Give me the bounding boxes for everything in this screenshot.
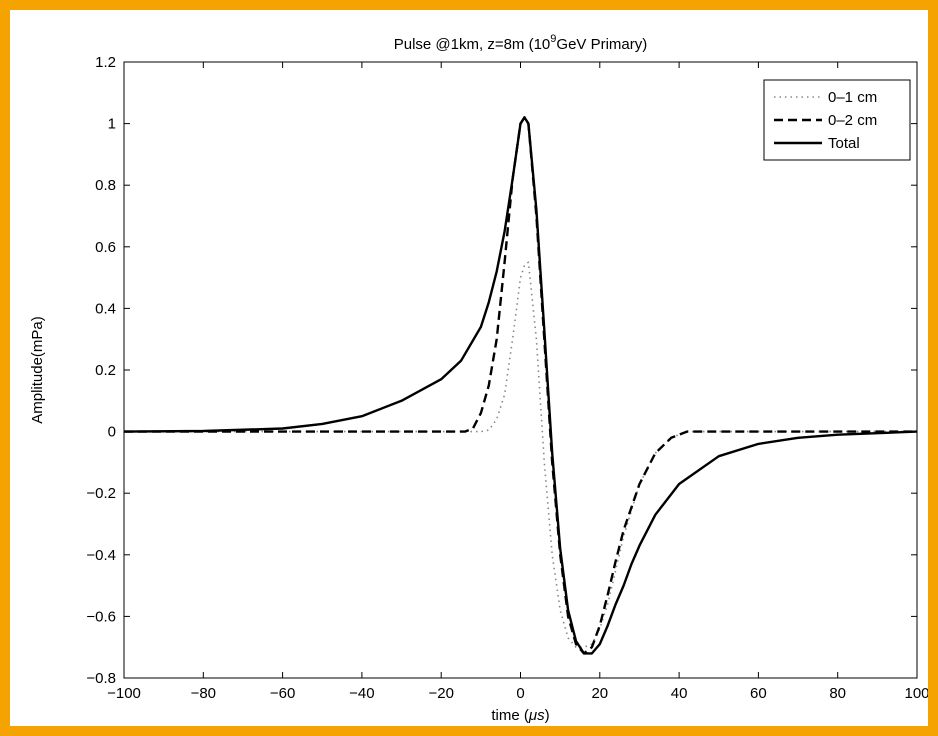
y-tick-label: 0.4 bbox=[95, 300, 116, 317]
series-line-solid bbox=[123, 116, 918, 655]
x-axis-title-unit: μs bbox=[528, 707, 545, 724]
x-tick-label: −40 bbox=[349, 685, 374, 702]
x-axis-title: time (μs) bbox=[491, 707, 549, 724]
x-tick-label: −100 bbox=[107, 685, 141, 702]
x-axis-title-suffix: ) bbox=[545, 707, 550, 724]
x-tick-label: 100 bbox=[904, 685, 928, 702]
plot-area bbox=[123, 61, 918, 679]
x-axis-title-prefix: time ( bbox=[491, 707, 529, 724]
y-tick-label: −0.2 bbox=[86, 485, 116, 502]
x-tick-label: −20 bbox=[428, 685, 453, 702]
y-tick-label: −0.8 bbox=[86, 670, 116, 687]
y-tick-label: 1.2 bbox=[95, 54, 116, 71]
x-tick-label: 80 bbox=[829, 685, 846, 702]
y-tick-label: −0.4 bbox=[86, 547, 116, 564]
y-tick-label: 0.6 bbox=[95, 239, 116, 256]
legend-label: Total bbox=[828, 135, 860, 152]
x-tick-label: −60 bbox=[270, 685, 295, 702]
legend-label: 0–2 cm bbox=[828, 112, 877, 129]
chart-title-suffix: GeV Primary) bbox=[556, 36, 647, 53]
x-tick-label: 60 bbox=[750, 685, 767, 702]
x-tick-label: 40 bbox=[671, 685, 688, 702]
y-tick-label: −0.6 bbox=[86, 608, 116, 625]
chart-title-superscript: 9 bbox=[550, 33, 556, 45]
y-tick-label: 0.2 bbox=[95, 362, 116, 379]
x-tick-label: 20 bbox=[591, 685, 608, 702]
chart-frame: −100 −80 −60 −40 −20 0 20 40 60 80 100 −0.8 −0.6 −0.4… bbox=[10, 10, 928, 726]
x-tick-label: 0 bbox=[516, 685, 524, 702]
chart-title: Pulse @1km, z=8m (109GeV Primary) bbox=[394, 33, 648, 53]
y-tick-label: 0 bbox=[108, 424, 116, 441]
line-chart: −100 −80 −60 −40 −20 0 20 40 60 80 100 −0.8 −0.6 −0.4… bbox=[29, 33, 928, 724]
chart-title-prefix: Pulse @1km, z=8m (10 bbox=[394, 36, 551, 53]
series-line-dotted bbox=[124, 261, 917, 648]
legend-label: 0–1 cm bbox=[828, 89, 877, 106]
y-axis-title: Amplitude(mPa) bbox=[29, 316, 46, 424]
y-tick-label: 0.8 bbox=[95, 177, 116, 194]
x-tick-label: −80 bbox=[191, 685, 216, 702]
y-tick-label: 1 bbox=[108, 116, 116, 133]
